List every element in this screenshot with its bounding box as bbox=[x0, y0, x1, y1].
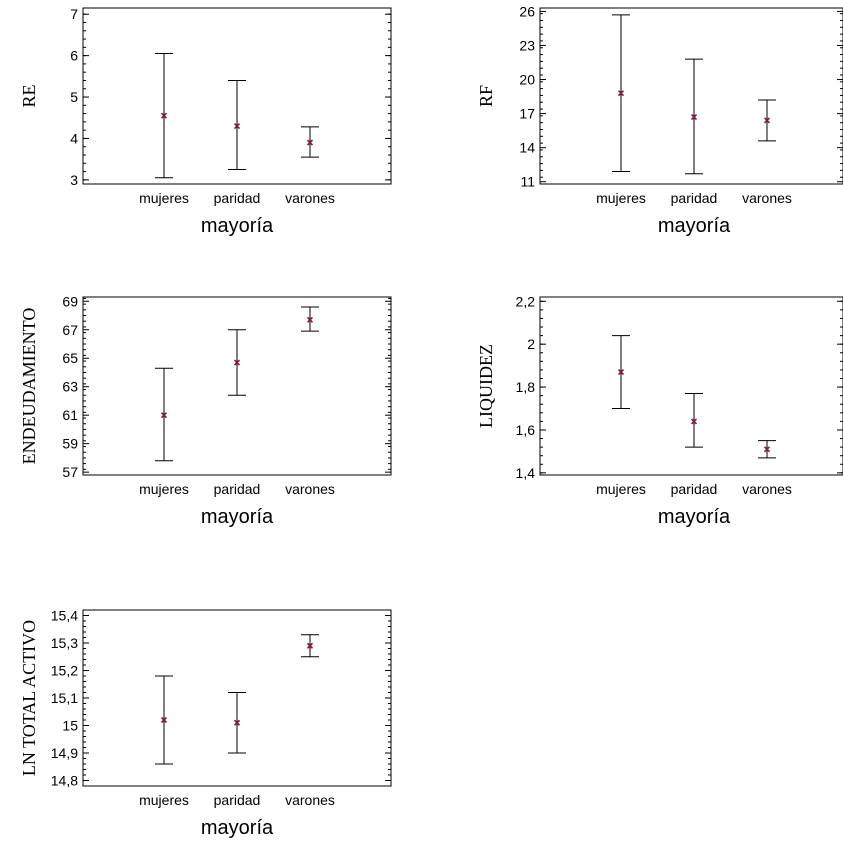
chart-panel-2: 11 14 17 20 23 26 RF mujeres paridad varones mayor… bbox=[476, 3, 843, 237]
y-tick-label: 15,1 bbox=[51, 690, 78, 706]
mean-point bbox=[233, 122, 241, 130]
chart-panel-4: 1,4 1,6 1,8 2 2,2 LIQUIDEZ mujeres paridad varon… bbox=[476, 293, 843, 528]
mean-point bbox=[306, 642, 314, 649]
y-tick-label: 63 bbox=[62, 379, 78, 395]
y-tick-label: 15,3 bbox=[51, 635, 78, 651]
y-tick-label: 2 bbox=[527, 336, 535, 352]
y-axis-label: LIQUIDEZ bbox=[476, 344, 496, 428]
mean-point bbox=[160, 112, 168, 119]
plot-frame bbox=[82, 296, 392, 476]
x-axis-label: mayoría bbox=[201, 817, 274, 839]
mean-point bbox=[690, 113, 698, 121]
mean-point bbox=[233, 719, 241, 726]
x-axis-label: mayoría bbox=[201, 506, 274, 528]
mean-point bbox=[617, 368, 625, 376]
category-label-varones: varones bbox=[285, 481, 335, 497]
error-bar-varones bbox=[301, 634, 319, 658]
category-label-varones: varones bbox=[285, 792, 335, 808]
y-axis-label: RF bbox=[476, 85, 496, 107]
y-tick-label: 3 bbox=[70, 172, 78, 188]
category-label-mujeres: mujeres bbox=[139, 481, 189, 497]
error-bar-varones bbox=[758, 99, 776, 142]
category-label-paridad: paridad bbox=[671, 481, 718, 497]
category-label-varones: varones bbox=[742, 190, 792, 206]
y-tick-label: 6 bbox=[70, 48, 78, 64]
y-tick-label: 67 bbox=[62, 322, 78, 338]
y-tick-label: 14,8 bbox=[51, 773, 78, 789]
y-tick-label: 1,4 bbox=[516, 465, 536, 481]
y-tick-label: 1,6 bbox=[516, 422, 536, 438]
y-tick-label: 15 bbox=[62, 718, 78, 734]
x-axis-label: mayoría bbox=[658, 215, 731, 237]
category-label-varones: varones bbox=[285, 190, 335, 206]
error-bar-varones bbox=[758, 440, 776, 459]
mean-point bbox=[160, 716, 168, 724]
category-label-paridad: paridad bbox=[214, 792, 261, 808]
mean-point bbox=[306, 139, 314, 146]
y-tick-label: 20 bbox=[519, 72, 535, 88]
error-bar-mujeres bbox=[155, 53, 173, 179]
y-tick-label: 7 bbox=[70, 6, 78, 22]
category-label-mujeres: mujeres bbox=[596, 190, 646, 206]
mean-point bbox=[160, 412, 168, 419]
y-tick-label: 5 bbox=[70, 89, 78, 105]
error-bar-paridad bbox=[685, 58, 703, 175]
error-bar-varones bbox=[301, 126, 319, 158]
y-tick-label: 26 bbox=[519, 3, 535, 19]
plot-frame bbox=[539, 7, 843, 185]
mean-point bbox=[690, 418, 698, 425]
category-label-mujeres: mujeres bbox=[596, 481, 646, 497]
error-bar-paridad bbox=[685, 393, 703, 448]
error-bar-paridad bbox=[228, 79, 246, 171]
y-tick-label: 15,2 bbox=[51, 663, 78, 679]
y-tick-label: 23 bbox=[519, 37, 535, 53]
chart-panel-3: 57 59 61 63 65 67 69 ENDEUDAMIENTO mujeres parida… bbox=[19, 293, 392, 528]
y-axis-label: ENDEUDAMIENTO bbox=[19, 308, 39, 465]
mean-point bbox=[763, 446, 771, 453]
error-bar-varones bbox=[301, 306, 319, 332]
chart-panel-5: 14,8 14,9 15 15,1 15,2 15,3 15,4 LN TOTAL ACTIV… bbox=[19, 608, 392, 839]
y-tick-label: 59 bbox=[62, 436, 78, 452]
category-label-varones: varones bbox=[742, 481, 792, 497]
y-tick-label: 15,4 bbox=[51, 608, 78, 624]
y-tick-label: 14 bbox=[519, 140, 535, 156]
error-bar-mujeres bbox=[155, 367, 173, 462]
x-axis-label: mayoría bbox=[658, 506, 731, 528]
error-bar-paridad bbox=[228, 692, 246, 754]
plot-frame bbox=[539, 296, 843, 476]
mean-point bbox=[306, 316, 314, 323]
error-bar-paridad bbox=[228, 329, 246, 396]
y-tick-label: 11 bbox=[520, 174, 535, 190]
mean-point bbox=[617, 90, 625, 97]
category-label-paridad: paridad bbox=[214, 481, 261, 497]
y-tick-label: 69 bbox=[62, 293, 78, 309]
y-tick-label: 65 bbox=[62, 350, 78, 366]
y-axis-label: RE bbox=[19, 84, 39, 107]
mean-point bbox=[233, 359, 241, 366]
category-label-mujeres: mujeres bbox=[139, 190, 189, 206]
category-label-paridad: paridad bbox=[214, 190, 261, 206]
y-tick-label: 4 bbox=[70, 130, 78, 146]
y-tick-label: 14,9 bbox=[51, 745, 78, 761]
error-bar-mujeres bbox=[155, 675, 173, 765]
y-axis-label: LN TOTAL ACTIVO bbox=[19, 620, 39, 776]
y-tick-label: 57 bbox=[62, 464, 78, 480]
y-tick-label: 61 bbox=[62, 407, 78, 423]
error-bar-mujeres bbox=[612, 335, 630, 410]
x-axis-label: mayoría bbox=[201, 215, 274, 237]
y-tick-label: 17 bbox=[519, 106, 535, 122]
plot-frame bbox=[82, 7, 392, 185]
mean-point bbox=[763, 117, 771, 124]
chart-panel-1: 3 4 5 6 7 RE mujeres paridad varones mayoría bbox=[19, 6, 392, 237]
y-tick-label: 1,8 bbox=[516, 379, 536, 395]
error-bar-mujeres bbox=[612, 14, 630, 173]
y-tick-label: 2,2 bbox=[516, 293, 536, 309]
category-label-paridad: paridad bbox=[671, 190, 718, 206]
category-label-mujeres: mujeres bbox=[139, 792, 189, 808]
